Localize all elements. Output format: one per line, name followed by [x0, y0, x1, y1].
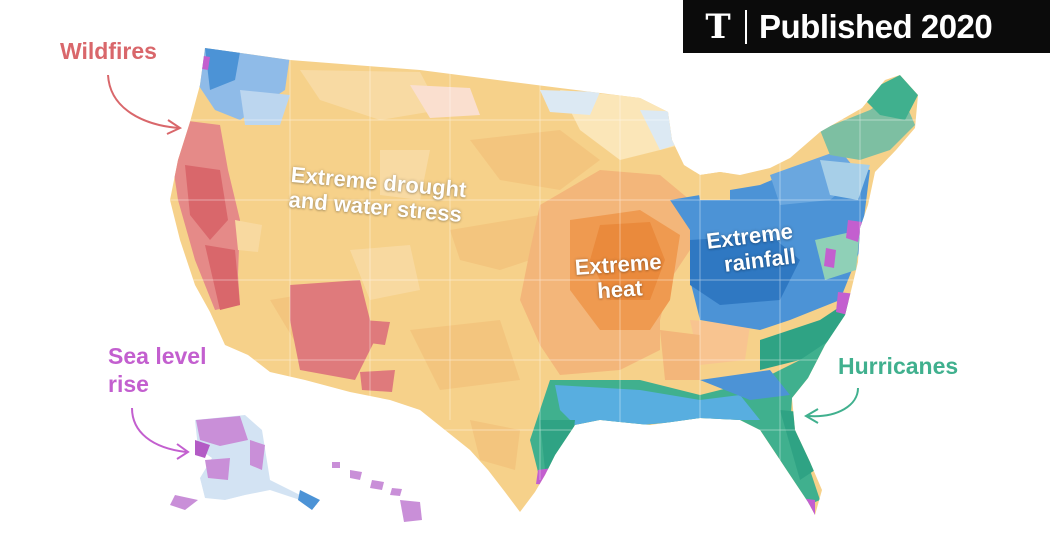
- badge-divider: [745, 9, 747, 44]
- hawaii-map: [332, 462, 422, 522]
- hurricanes-arrow-icon: [807, 387, 859, 418]
- hurricanes-arrow-icon-head: [804, 408, 819, 424]
- sea-level-arrow-icon: [131, 407, 187, 453]
- nyt-logo-icon: T: [705, 6, 731, 47]
- published-text: Published 2020: [759, 7, 993, 45]
- wildfires-label: Wildfires: [60, 38, 157, 64]
- sea-level-line2: rise: [108, 371, 149, 398]
- sea-level-line1: Sea level: [108, 343, 207, 369]
- published-badge: T Published 2020: [683, 0, 1050, 53]
- sea-level-rise-label: Sea level rise: [108, 342, 206, 398]
- hurricanes-label: Hurricanes: [838, 353, 959, 379]
- wildfires-arrow-icon-head: [166, 119, 183, 135]
- sea-level-arrow-icon-head: [176, 443, 190, 460]
- contiguous-us-map: [170, 48, 918, 515]
- alaska-map: [170, 415, 320, 510]
- wildfires-arrow-icon: [107, 74, 179, 129]
- heat-label: Extreme heat: [574, 249, 664, 305]
- rainfall-label: Extreme rainfall: [705, 218, 797, 278]
